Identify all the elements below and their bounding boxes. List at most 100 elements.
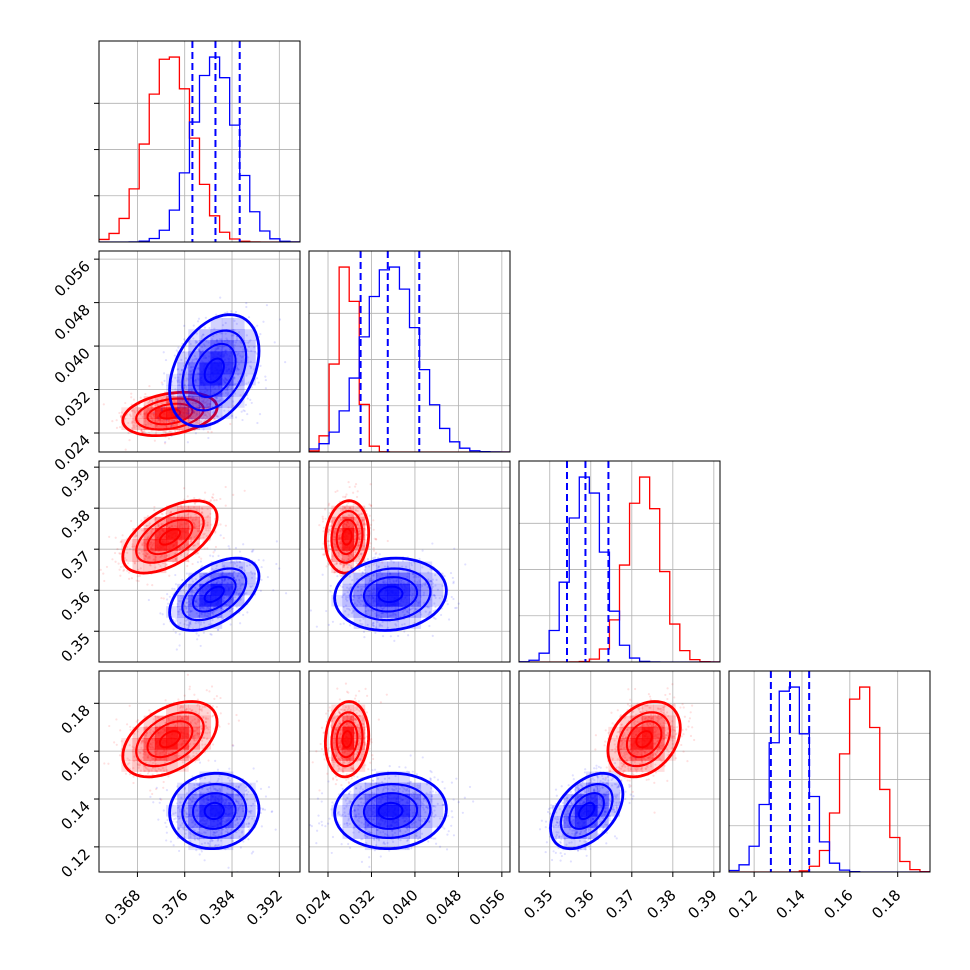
- scatter-point: [157, 767, 160, 771]
- scatter-point: [195, 418, 198, 422]
- scatter-point: [189, 756, 192, 760]
- scatter-point: [199, 575, 202, 579]
- scatter-point: [153, 518, 156, 521]
- scatter-point: [204, 411, 207, 415]
- scatter-point: [180, 504, 183, 507]
- scatter-point: [358, 529, 362, 532]
- scatter-point: [193, 501, 196, 504]
- density-cell: [387, 583, 399, 596]
- scatter-point: [432, 585, 435, 588]
- scatter-point: [188, 340, 191, 343]
- scatter-point: [148, 522, 151, 525]
- scatter-point: [141, 431, 144, 434]
- density-cell: [166, 606, 178, 618]
- scatter-point: [151, 761, 155, 764]
- scatter-point: [360, 552, 363, 556]
- scatter-point: [223, 409, 226, 412]
- scatter-point: [186, 390, 189, 393]
- density-cell: [221, 396, 234, 408]
- scatter-point: [358, 594, 361, 597]
- scatter-point: [214, 545, 218, 549]
- scatter-point: [343, 592, 346, 596]
- scatter-point: [334, 490, 337, 494]
- scatter-point: [192, 544, 195, 547]
- scatter-point: [211, 743, 215, 746]
- density-cell: [342, 516, 355, 529]
- scatter-point: [239, 340, 242, 344]
- scatter-point: [336, 575, 339, 578]
- scatter-point: [202, 412, 205, 415]
- scatter-point: [188, 608, 191, 611]
- scatter-point: [247, 316, 251, 319]
- scatter-point: [249, 338, 252, 342]
- scatter-point: [207, 578, 210, 581]
- scatter-point: [236, 360, 239, 363]
- scatter-point: [374, 631, 377, 635]
- scatter-point: [328, 511, 331, 515]
- scatter-point: [190, 593, 194, 596]
- scatter-point: [368, 565, 371, 568]
- scatter-point: [196, 358, 199, 361]
- scatter-point: [188, 607, 191, 610]
- scatter-point: [436, 588, 440, 591]
- scatter-point: [167, 400, 170, 404]
- scatter-point: [209, 403, 212, 406]
- density-cell: [221, 329, 234, 341]
- scatter-point: [225, 337, 228, 340]
- density-cell: [154, 528, 167, 540]
- scatter-point: [120, 740, 123, 743]
- scatter-point: [220, 606, 223, 609]
- scatter-point: [193, 755, 196, 758]
- scatter-point: [224, 321, 227, 325]
- scatter-point: [183, 768, 186, 772]
- scatter-point: [205, 340, 208, 343]
- scatter-point: [140, 519, 143, 522]
- scatter-point: [186, 366, 189, 369]
- scatter-point: [137, 419, 140, 422]
- density-cell: [364, 595, 377, 607]
- scatter-point: [238, 560, 242, 563]
- scatter-point: [353, 595, 356, 599]
- scatter-point: [450, 595, 453, 599]
- scatter-point: [145, 725, 148, 728]
- scatter-point: [252, 549, 255, 552]
- scatter-point: [189, 536, 192, 540]
- scatter-point: [361, 571, 364, 574]
- scatter-point: [238, 592, 242, 595]
- scatter-point: [195, 612, 198, 615]
- scatter-point: [202, 715, 205, 719]
- scatter-point: [210, 633, 213, 636]
- scatter-point: [239, 345, 242, 349]
- scatter-point: [199, 405, 203, 408]
- scatter-point: [417, 575, 420, 578]
- scatter-point: [327, 504, 330, 507]
- density-cell: [244, 561, 256, 574]
- scatter-point: [352, 595, 355, 598]
- scatter-point: [236, 367, 239, 370]
- scatter-point: [366, 558, 369, 561]
- scatter-point: [345, 599, 349, 602]
- scatter-point: [204, 716, 208, 719]
- scatter-point: [152, 527, 155, 531]
- scatter-point: [227, 722, 230, 725]
- scatter-point: [195, 509, 198, 512]
- scatter-point: [178, 644, 181, 647]
- density-cell: [143, 418, 156, 431]
- scatter-point: [187, 560, 190, 563]
- scatter-point: [162, 719, 165, 722]
- scatter-point: [197, 621, 200, 624]
- scatter-point: [422, 594, 425, 597]
- scatter-point: [170, 510, 173, 513]
- scatter-point: [140, 550, 144, 553]
- scatter-point: [130, 519, 133, 523]
- scatter-point: [359, 619, 362, 622]
- scatter-point: [212, 418, 216, 421]
- scatter-point: [239, 622, 242, 625]
- scatter-point: [431, 542, 434, 545]
- scatter-point: [207, 529, 210, 532]
- scatter-point: [192, 397, 195, 400]
- scatter-point: [215, 564, 218, 568]
- scatter-point: [186, 610, 189, 613]
- scatter-point: [335, 562, 338, 566]
- scatter-point: [372, 557, 375, 560]
